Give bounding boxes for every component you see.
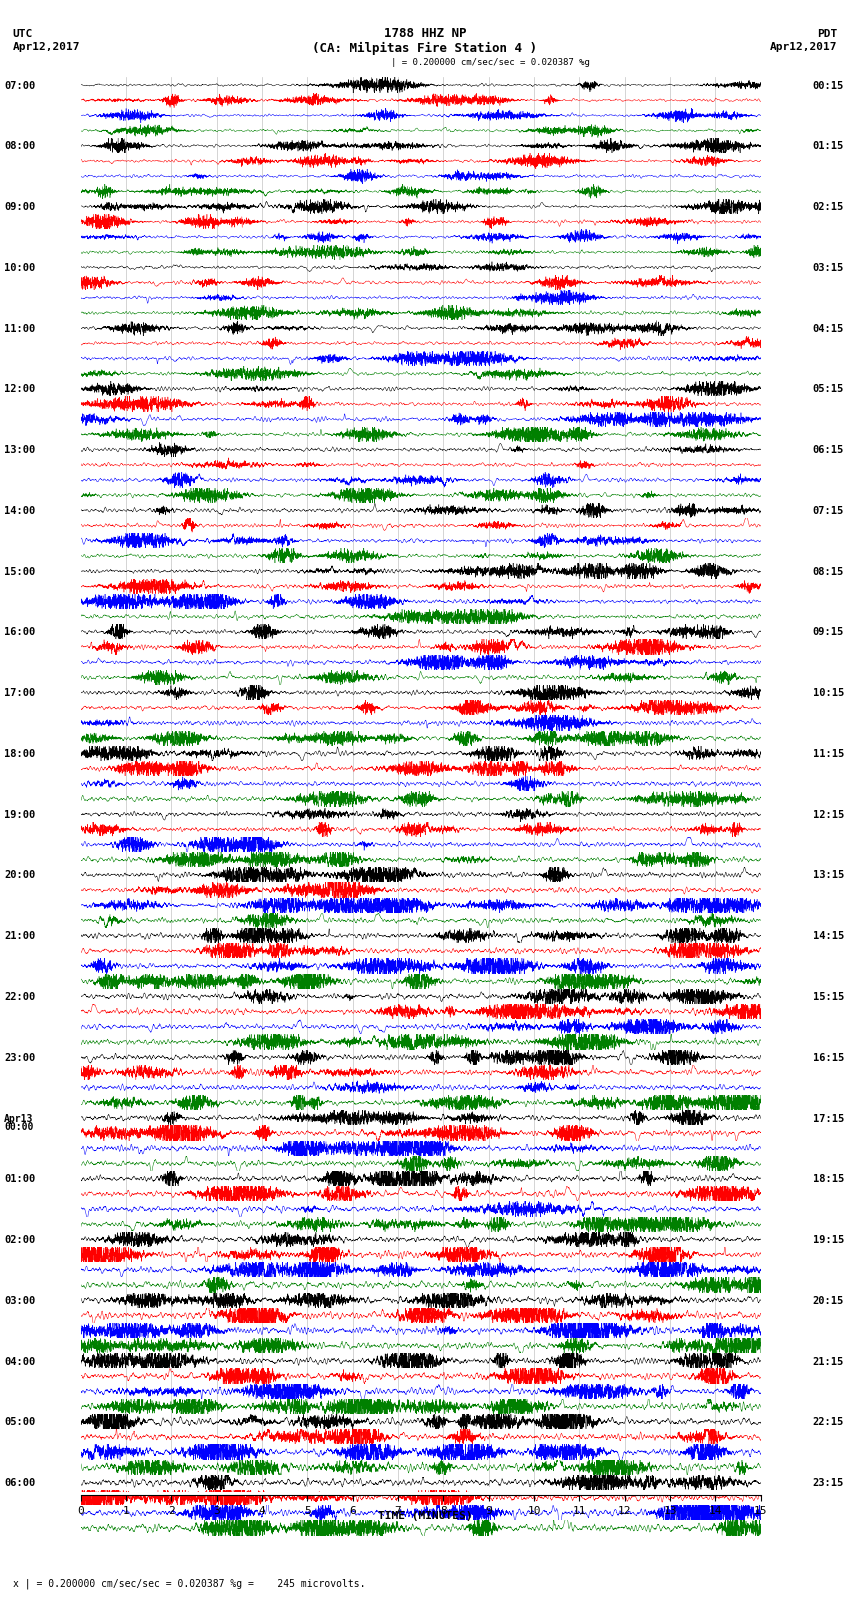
Text: 14:00: 14:00 [4, 506, 36, 516]
Text: 20:00: 20:00 [4, 871, 36, 881]
Text: 18:00: 18:00 [4, 748, 36, 760]
Text: 12:15: 12:15 [813, 810, 844, 819]
Text: 05:15: 05:15 [813, 384, 844, 395]
Text: 07:00: 07:00 [4, 81, 36, 90]
Text: 19:00: 19:00 [4, 810, 36, 819]
Text: 19:15: 19:15 [813, 1236, 844, 1245]
Text: 04:15: 04:15 [813, 324, 844, 334]
Text: x | = 0.200000 cm/sec/sec = 0.020387 %g =    245 microvolts.: x | = 0.200000 cm/sec/sec = 0.020387 %g … [13, 1579, 366, 1589]
Text: 13:00: 13:00 [4, 445, 36, 455]
Text: Apr12,2017: Apr12,2017 [770, 42, 837, 52]
Text: 07:15: 07:15 [813, 506, 844, 516]
Text: 22:15: 22:15 [813, 1418, 844, 1428]
Text: 1788 HHZ NP: 1788 HHZ NP [383, 27, 467, 40]
Text: 10:00: 10:00 [4, 263, 36, 273]
Text: 09:15: 09:15 [813, 627, 844, 637]
Text: 15:15: 15:15 [813, 992, 844, 1002]
Text: 15:00: 15:00 [4, 566, 36, 577]
Text: 00:15: 00:15 [813, 81, 844, 90]
Text: Apr13: Apr13 [4, 1113, 34, 1124]
Text: 01:15: 01:15 [813, 142, 844, 152]
Text: (CA: Milpitas Fire Station 4 ): (CA: Milpitas Fire Station 4 ) [313, 42, 537, 55]
Text: 14:15: 14:15 [813, 931, 844, 942]
Text: 05:00: 05:00 [4, 1418, 36, 1428]
Text: 02:15: 02:15 [813, 202, 844, 213]
Text: 17:15: 17:15 [813, 1113, 844, 1124]
Text: 00:00: 00:00 [4, 1123, 34, 1132]
Text: 02:00: 02:00 [4, 1236, 36, 1245]
Text: 03:00: 03:00 [4, 1295, 36, 1307]
Text: UTC: UTC [13, 29, 33, 39]
Text: 01:00: 01:00 [4, 1174, 36, 1184]
Text: 10:15: 10:15 [813, 689, 844, 698]
Text: 08:00: 08:00 [4, 142, 36, 152]
Text: 17:00: 17:00 [4, 689, 36, 698]
Text: 09:00: 09:00 [4, 202, 36, 213]
Text: 20:15: 20:15 [813, 1295, 844, 1307]
Text: | = 0.200000 cm/sec/sec = 0.020387 %g: | = 0.200000 cm/sec/sec = 0.020387 %g [391, 58, 590, 68]
Text: 04:00: 04:00 [4, 1357, 36, 1366]
Text: 03:15: 03:15 [813, 263, 844, 273]
Text: 16:15: 16:15 [813, 1053, 844, 1063]
Text: 16:00: 16:00 [4, 627, 36, 637]
Text: 11:15: 11:15 [813, 748, 844, 760]
Text: 08:15: 08:15 [813, 566, 844, 577]
Text: TIME (MINUTES): TIME (MINUTES) [377, 1511, 473, 1521]
Text: 13:15: 13:15 [813, 871, 844, 881]
Text: PDT: PDT [817, 29, 837, 39]
Text: 12:00: 12:00 [4, 384, 36, 395]
Text: Apr12,2017: Apr12,2017 [13, 42, 80, 52]
Text: 23:15: 23:15 [813, 1478, 844, 1489]
Text: 21:15: 21:15 [813, 1357, 844, 1366]
Text: 23:00: 23:00 [4, 1053, 36, 1063]
Text: 06:00: 06:00 [4, 1478, 36, 1489]
Text: 22:00: 22:00 [4, 992, 36, 1002]
Text: 21:00: 21:00 [4, 931, 36, 942]
Text: 11:00: 11:00 [4, 324, 36, 334]
Text: 06:15: 06:15 [813, 445, 844, 455]
Text: 18:15: 18:15 [813, 1174, 844, 1184]
